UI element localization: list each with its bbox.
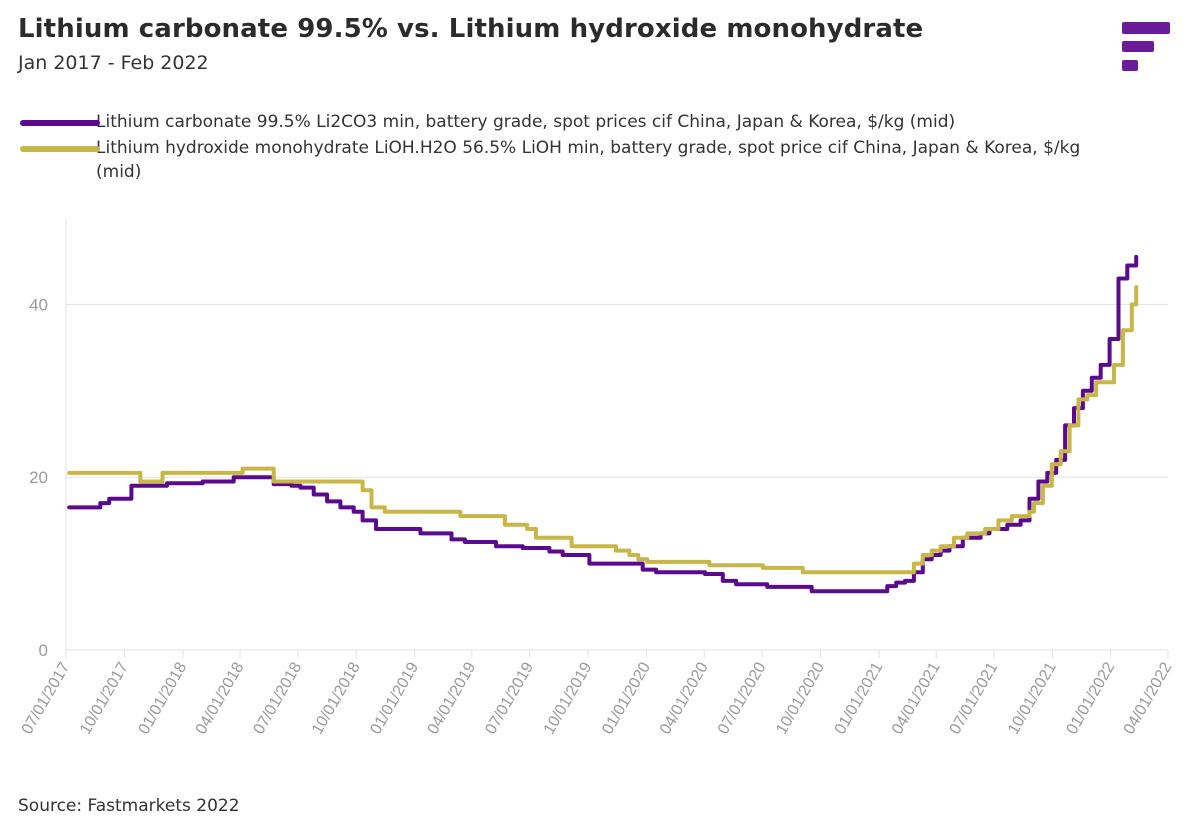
x-tick-label: 10/01/2017 (77, 659, 132, 737)
legend-item-carbonate[interactable]: Lithium carbonate 99.5% Li2CO3 min, batt… (18, 110, 1118, 134)
logo-bar-top (1122, 22, 1170, 34)
chart-title: Lithium carbonate 99.5% vs. Lithium hydr… (18, 14, 924, 44)
x-tick-label: 01/01/2018 (136, 659, 191, 737)
legend-swatch-hydroxide (20, 146, 100, 152)
x-tick-label: 10/01/2021 (1005, 659, 1060, 737)
x-tick-label: 07/01/2017 (19, 659, 74, 737)
x-tick-label: 01/01/2022 (1064, 659, 1119, 737)
x-tick-label: 04/01/2018 (193, 659, 248, 737)
series-line-hydroxide (67, 285, 1139, 575)
x-tick-label: 01/01/2020 (599, 659, 654, 737)
x-tick-label: 07/01/2021 (947, 659, 1002, 737)
x-tick-label: 10/01/2018 (309, 659, 364, 737)
y-tick-label: 40 (29, 295, 48, 314)
series-line-carbonate (67, 254, 1139, 594)
x-tick-label: 07/01/2018 (251, 659, 306, 737)
x-tick-label: 04/01/2022 (1121, 659, 1176, 737)
legend-label-hydroxide: Lithium hydroxide monohydrate LiOH.H2O 5… (96, 138, 1081, 182)
y-tick-label: 20 (29, 468, 48, 487)
chart-subtitle: Jan 2017 - Feb 2022 (18, 52, 209, 74)
x-tick-label: 10/01/2019 (541, 659, 596, 737)
x-tick-label: 01/01/2021 (832, 659, 887, 737)
logo-bar-bottom (1122, 60, 1138, 71)
x-tick-label: 07/01/2020 (715, 659, 770, 737)
x-tick-label: 10/01/2020 (773, 659, 828, 737)
fastmarkets-logo-icon (1122, 22, 1170, 71)
x-tick-label: 04/01/2021 (889, 659, 944, 737)
chart-legend: Lithium carbonate 99.5% Li2CO3 min, batt… (18, 110, 1118, 186)
logo-bar-middle (1122, 41, 1154, 52)
x-tick-label: 01/01/2019 (367, 659, 422, 737)
source-note: Source: Fastmarkets 2022 (18, 796, 240, 816)
legend-swatch-carbonate (20, 120, 100, 126)
y-tick-label: 0 (39, 641, 48, 660)
legend-item-hydroxide[interactable]: Lithium hydroxide monohydrate LiOH.H2O 5… (18, 136, 1118, 184)
x-tick-label: 04/01/2020 (657, 659, 712, 737)
x-tick-label: 07/01/2019 (482, 659, 537, 737)
x-tick-label: 04/01/2019 (425, 659, 480, 737)
legend-label-carbonate: Lithium carbonate 99.5% Li2CO3 min, batt… (96, 112, 956, 132)
